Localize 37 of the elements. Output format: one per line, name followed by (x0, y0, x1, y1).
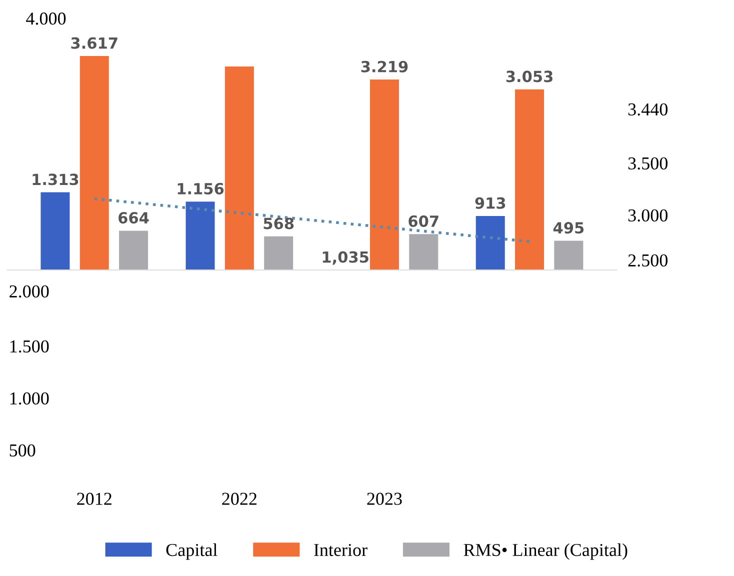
data-label: 3.219 (361, 60, 408, 72)
text: 1.500 (10, 340, 49, 353)
bar (264, 236, 294, 270)
bar (224, 66, 254, 270)
data-label: 913 (475, 197, 506, 209)
x-tick-label: 2023 (367, 492, 402, 505)
x-tick-label: 2022 (222, 492, 256, 505)
legend-label: Interior (314, 544, 368, 556)
text: 4.000 (26, 12, 66, 25)
text: 1.000 (10, 392, 49, 405)
text: 3.500 (628, 157, 668, 170)
data-label: 1.156 (178, 182, 224, 194)
bar (476, 216, 505, 270)
data-label: 3.053 (506, 70, 552, 82)
legend-label: RMS• Linear (Capital) (464, 543, 628, 560)
x-tick-label: 2012 (77, 492, 112, 505)
text: 500 (10, 444, 36, 457)
data-label: 495 (553, 222, 584, 234)
data-label: 3.617 (71, 37, 118, 49)
data-label: 664 (118, 212, 149, 224)
data-label: 607 (408, 215, 438, 227)
bar (370, 80, 399, 270)
data-label: 1,035 (322, 251, 368, 265)
text: 2.500 (628, 254, 668, 267)
data-label: 568 (264, 218, 294, 230)
bar (554, 240, 584, 270)
bar (409, 234, 438, 270)
legend-label: Capital (166, 543, 218, 560)
text: 3.000 (628, 209, 668, 222)
bar (186, 202, 215, 270)
text: 2.000 (10, 285, 49, 298)
text: 3.440 (628, 103, 668, 116)
data-label: 1.313 (32, 174, 78, 186)
bar (515, 89, 544, 270)
bar (119, 230, 148, 270)
bar (40, 192, 70, 270)
bar (80, 56, 109, 270)
